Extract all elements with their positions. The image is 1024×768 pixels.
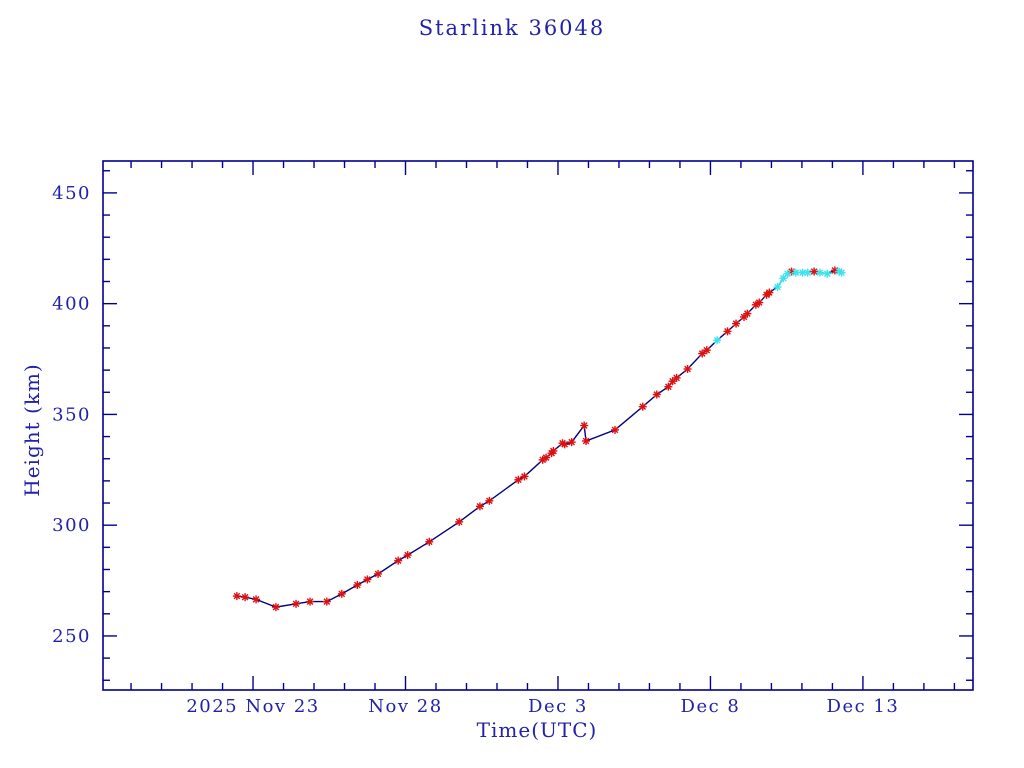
observed-point-marker: [664, 382, 673, 391]
observed-point-marker: [514, 475, 523, 484]
plot-frame: [102, 160, 974, 691]
observed-point-marker: [322, 597, 331, 606]
observed-point-marker: [652, 390, 661, 399]
x-tick-label: Dec 13: [827, 696, 900, 717]
observed-point-marker: [353, 580, 362, 589]
predicted-point-marker: [783, 269, 792, 278]
observed-point-marker: [672, 373, 681, 382]
observed-point-marker: [241, 593, 250, 602]
observed-point-marker: [403, 551, 412, 560]
chart-title: Starlink 36048: [418, 16, 606, 40]
observed-point-marker: [425, 537, 434, 546]
observed-point-marker: [475, 502, 484, 511]
observed-point-marker: [374, 569, 383, 578]
y-tick-label: 350: [52, 404, 91, 425]
predicted-point-marker: [713, 336, 722, 345]
observed-point-marker: [743, 309, 752, 318]
x-tick-label: Dec 3: [528, 696, 588, 717]
observed-point-marker: [698, 349, 707, 358]
height-trend-line: [236, 269, 842, 608]
observed-point-marker: [542, 453, 551, 462]
axis-ticks: [103, 161, 973, 690]
observed-point-marker: [567, 438, 576, 447]
observed-point-marker: [723, 327, 732, 336]
observed-point-marker: [582, 437, 591, 446]
predicted-point-marker: [803, 268, 812, 277]
observed-point-marker: [232, 592, 241, 601]
y-tick-label: 250: [52, 626, 91, 647]
observed-point-marker: [638, 402, 647, 411]
x-tick-label: Dec 8: [681, 696, 741, 717]
x-tick-label: 2025 Nov 23: [186, 696, 319, 717]
observed-point-marker: [560, 440, 569, 449]
observed-point-marker: [520, 472, 529, 481]
observed-point-marker: [765, 288, 774, 297]
y-tick-label: 300: [52, 515, 91, 536]
predicted-point-marker: [815, 268, 824, 277]
x-axis-label: Time(UTC): [476, 718, 598, 742]
observed-point-marker: [810, 267, 819, 276]
observed-point-marker: [363, 575, 372, 584]
observed-point-marker: [610, 425, 619, 434]
observed-point-marker: [252, 595, 261, 604]
observed-point-marker: [683, 365, 692, 374]
observed-point-marker: [549, 446, 558, 455]
observed-point-marker: [292, 599, 301, 608]
observed-point-marker: [455, 517, 464, 526]
predicted-point-marker: [823, 269, 832, 278]
observed-point-marker: [702, 346, 711, 355]
observed-point-marker: [755, 298, 764, 307]
observed-point-marker: [394, 556, 403, 565]
observed-point-marker: [485, 496, 494, 505]
y-tick-label: 400: [52, 294, 91, 315]
x-tick-label: Nov 28: [368, 696, 442, 717]
predicted-point-marker: [773, 283, 782, 292]
observed-point-marker: [337, 589, 346, 598]
observed-point-marker: [732, 319, 741, 328]
observed-point-marker: [580, 421, 589, 430]
predicted-point-marker: [791, 268, 800, 277]
y-tick-label: 450: [52, 183, 91, 204]
observed-point-marker: [271, 603, 280, 612]
observed-point-marker: [306, 597, 315, 606]
predicted-point-marker: [837, 268, 846, 277]
